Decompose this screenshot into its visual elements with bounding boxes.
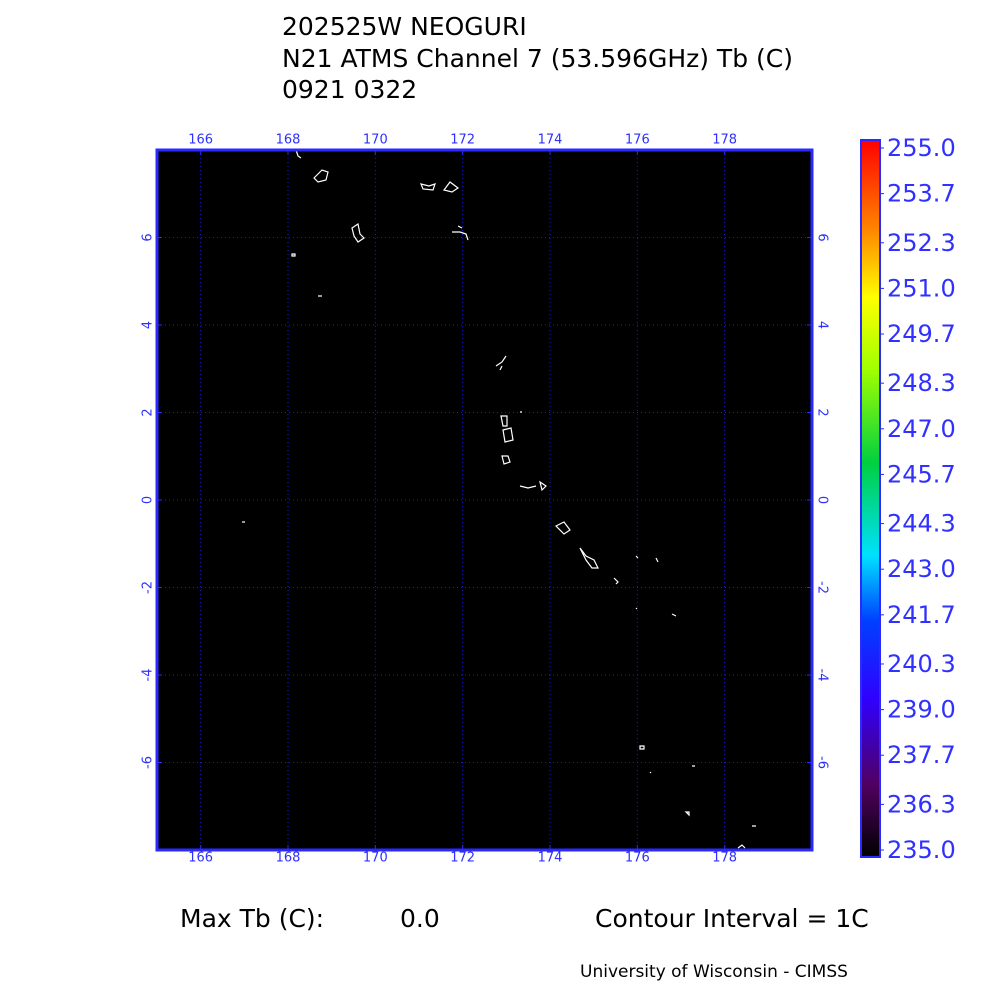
lat-label: 0 — [815, 496, 830, 504]
lon-label: 176 — [625, 851, 650, 866]
max-value: 0.0 — [400, 904, 440, 933]
lat-label: 4 — [141, 321, 156, 329]
lon-label: 166 — [188, 133, 213, 148]
lon-label: 170 — [363, 851, 388, 866]
colorbar-label: 240.3 — [887, 650, 956, 678]
colorbar-label: 244.3 — [887, 510, 956, 538]
lon-label: 170 — [363, 133, 388, 148]
lon-label: 166 — [188, 851, 213, 866]
lat-label: -4 — [815, 669, 830, 682]
lon-label: 172 — [450, 851, 475, 866]
lat-label: -4 — [141, 669, 156, 682]
lat-label: 6 — [815, 233, 830, 241]
lat-label: 2 — [815, 408, 830, 416]
credit: University of Wisconsin - CIMSS — [580, 962, 848, 982]
colorbar-label: 241.7 — [887, 601, 956, 629]
colorbar-label: 251.0 — [887, 274, 956, 302]
lat-label: -6 — [815, 756, 830, 769]
colorbar-label: 236.3 — [887, 790, 956, 818]
lat-label: 6 — [141, 233, 156, 241]
lon-label: 174 — [538, 133, 563, 148]
colorbar-label: 235.0 — [887, 836, 956, 864]
lat-label: 2 — [141, 408, 156, 416]
lon-label: 178 — [712, 851, 737, 866]
lon-label: 172 — [450, 133, 475, 148]
colorbar — [860, 139, 881, 858]
lon-label: 176 — [625, 133, 650, 148]
lon-label: 168 — [276, 133, 301, 148]
lon-label: 174 — [538, 851, 563, 866]
lon-label: 168 — [276, 851, 301, 866]
lat-label: 0 — [141, 496, 156, 504]
colorbar-label: 248.3 — [887, 369, 956, 397]
lat-label: -2 — [815, 581, 830, 594]
colorbar-label: 247.0 — [887, 415, 956, 443]
max-label: Max Tb (C): — [180, 904, 324, 933]
colorbar-label: 253.7 — [887, 180, 956, 208]
grid — [157, 150, 812, 850]
map-area — [157, 150, 812, 850]
title-line: 0921 0322 — [282, 75, 417, 104]
colorbar-label: 239.0 — [887, 696, 956, 724]
coastlines — [242, 149, 756, 849]
contour-interval: Contour Interval = 1C — [595, 904, 869, 933]
colorbar-label: 252.3 — [887, 229, 956, 257]
lat-label: 4 — [815, 321, 830, 329]
colorbar-label: 243.0 — [887, 555, 956, 583]
title-line: 202525W NEOGURI — [282, 12, 527, 41]
lon-label: 178 — [712, 133, 737, 148]
lat-label: -2 — [141, 581, 156, 594]
colorbar-label: 255.0 — [887, 134, 956, 162]
colorbar-label: 249.7 — [887, 320, 956, 348]
title-line: N21 ATMS Channel 7 (53.596GHz) Tb (C) — [282, 44, 793, 73]
colorbar-label: 245.7 — [887, 460, 956, 488]
lat-label: -6 — [141, 756, 156, 769]
colorbar-label: 237.7 — [887, 741, 956, 769]
